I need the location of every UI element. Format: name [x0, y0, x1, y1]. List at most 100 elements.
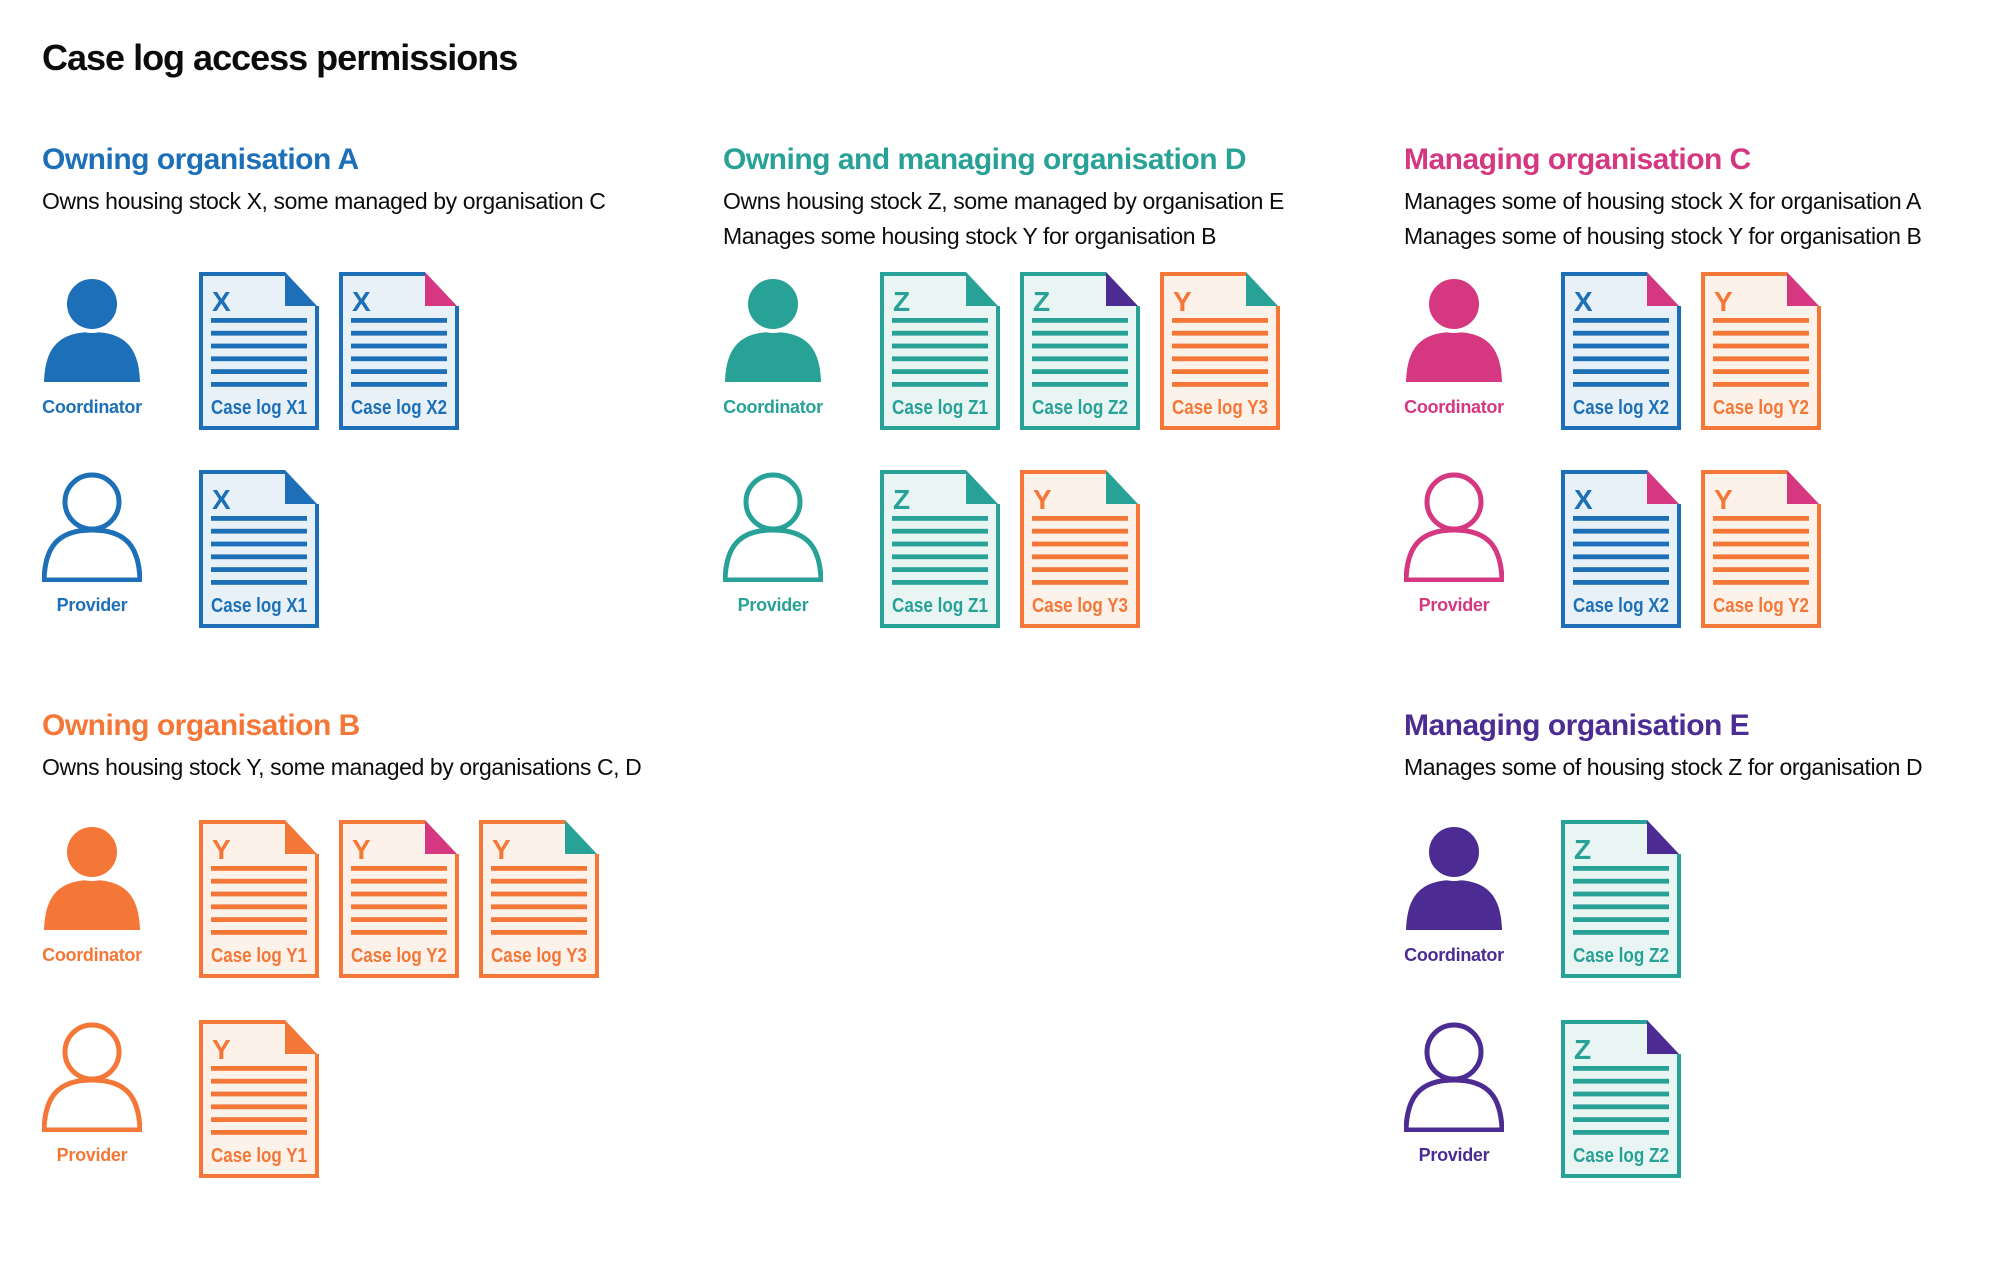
doc-stock-letter: X — [212, 286, 231, 317]
doc-text-lines — [491, 866, 587, 935]
doc-text-lines — [1172, 318, 1268, 387]
person-figure: Coordinator — [1404, 274, 1504, 416]
document-icon: Y Case log Y2 — [1701, 272, 1821, 430]
coordinator-row: Coordinator Z Case log Z1 Z Case log Z2 … — [723, 272, 1383, 434]
case-log-document-y2: Y Case log Y2 — [339, 820, 459, 978]
doc-page — [1563, 274, 1679, 428]
doc-outline — [1561, 272, 1681, 430]
doc-page — [1703, 274, 1819, 428]
doc-outline — [199, 272, 319, 430]
doc-stock-letter: Y — [1173, 286, 1192, 317]
person-body-shape — [44, 332, 140, 382]
doc-fold-corner-icon — [1246, 272, 1278, 306]
doc-stock-letter: Y — [212, 1034, 231, 1065]
case-log-document-y3: Y Case log Y3 — [1020, 470, 1140, 628]
person-head-shape — [743, 472, 803, 532]
doc-label: Case log Z2 — [1032, 397, 1128, 419]
doc-page — [1022, 274, 1138, 428]
person-role-label: Coordinator — [42, 945, 142, 965]
case-log-document-y3: Y Case log Y3 — [1160, 272, 1280, 430]
doc-text-lines — [1032, 318, 1128, 387]
doc-outline — [479, 820, 599, 978]
person-body-shape — [44, 880, 140, 930]
doc-text-lines — [1032, 516, 1128, 585]
doc-text-lines — [1573, 1066, 1669, 1135]
doc-fold-corner-icon — [285, 470, 317, 504]
case-log-document-x1: X Case log X1 — [199, 272, 319, 430]
person-head-shape — [63, 275, 121, 333]
person-role-label: Provider — [737, 595, 809, 615]
person-role-label: Provider — [1418, 595, 1490, 615]
doc-text-lines — [1713, 516, 1809, 585]
person-icon — [1404, 1022, 1504, 1132]
doc-fold-corner-icon — [425, 820, 457, 854]
doc-fold-corner-icon — [1647, 1020, 1679, 1054]
provider-row: Provider Y Case log Y1 — [42, 1020, 702, 1182]
doc-stock-letter: Y — [1033, 484, 1052, 515]
doc-label: Case log X2 — [1573, 595, 1669, 617]
doc-label: Case log X2 — [1573, 397, 1669, 419]
description-line: Owns housing stock Z, some managed by or… — [723, 188, 1284, 214]
person-head-shape — [1425, 823, 1483, 881]
case-log-document-z1: Z Case log Z1 — [880, 470, 1000, 628]
doc-stock-letter: X — [1574, 484, 1593, 515]
doc-outline — [1701, 272, 1821, 430]
doc-outline — [199, 470, 319, 628]
doc-outline — [339, 272, 459, 430]
doc-page — [1162, 274, 1278, 428]
doc-page — [882, 274, 998, 428]
doc-fold-corner-icon — [1106, 272, 1138, 306]
doc-page — [201, 1022, 317, 1176]
document-icon: Z Case log Z2 — [1561, 820, 1681, 978]
doc-fold-corner-icon — [285, 1020, 317, 1054]
doc-fold-corner-icon — [285, 272, 317, 306]
doc-text-lines — [351, 318, 447, 387]
person-icon — [44, 823, 140, 930]
description-line: Manages some of housing stock Z for orga… — [1404, 754, 1923, 780]
person-head-shape — [744, 275, 802, 333]
doc-label: Case log Y1 — [211, 1145, 307, 1167]
person-role-label: Coordinator — [1404, 945, 1504, 965]
doc-label: Case log X1 — [211, 397, 307, 419]
doc-fold-corner-icon — [1787, 470, 1819, 504]
doc-label: Case log Y2 — [1713, 595, 1809, 617]
doc-fold-corner-icon — [1647, 272, 1679, 306]
person-figure: Provider — [1404, 1022, 1504, 1164]
doc-page — [201, 822, 317, 976]
doc-fold-corner-icon — [565, 820, 597, 854]
doc-outline — [1160, 272, 1280, 430]
case-log-document-y3: Y Case log Y3 — [479, 820, 599, 978]
doc-label: Case log Y2 — [351, 945, 447, 967]
person-figure: Provider — [1404, 472, 1504, 614]
person-figure: Coordinator — [723, 274, 823, 416]
person-figure: Provider — [723, 472, 823, 614]
case-log-document-x1: X Case log X1 — [199, 470, 319, 628]
person-role-label: Coordinator — [723, 397, 823, 417]
doc-page — [201, 472, 317, 626]
org-d-description: Owns housing stock Z, some managed by or… — [723, 184, 1284, 254]
doc-label: Case log Z1 — [892, 397, 988, 419]
document-icon: Y Case log Y3 — [479, 820, 599, 978]
doc-page — [341, 822, 457, 976]
provider-row: Provider X Case log X2 Y Case log Y2 — [1404, 470, 2000, 632]
doc-stock-letter: Z — [893, 484, 910, 515]
person-role-label: Provider — [56, 595, 128, 615]
coordinator-row: Coordinator X Case log X1 X Case log X2 — [42, 272, 702, 434]
doc-stock-letter: Z — [1033, 286, 1050, 317]
case-log-document-y1: Y Case log Y1 — [199, 820, 319, 978]
document-icon: Y Case log Y3 — [1160, 272, 1280, 430]
org-b-title: Owning organisation B — [42, 709, 360, 742]
person-role-label: Coordinator — [42, 397, 142, 417]
document-icon: Y Case log Y2 — [339, 820, 459, 978]
case-log-document-x2: X Case log X2 — [1561, 272, 1681, 430]
person-icon — [1406, 823, 1502, 930]
doc-outline — [1020, 470, 1140, 628]
person-body-shape — [1406, 332, 1502, 382]
doc-label: Case log Y3 — [1032, 595, 1128, 617]
coordinator-row: Coordinator X Case log X2 Y Case log Y2 — [1404, 272, 2000, 434]
person-icon — [725, 275, 821, 382]
person-figure: Provider — [42, 1022, 142, 1164]
doc-text-lines — [1573, 866, 1669, 935]
doc-fold-corner-icon — [1106, 470, 1138, 504]
doc-text-lines — [1573, 318, 1669, 387]
